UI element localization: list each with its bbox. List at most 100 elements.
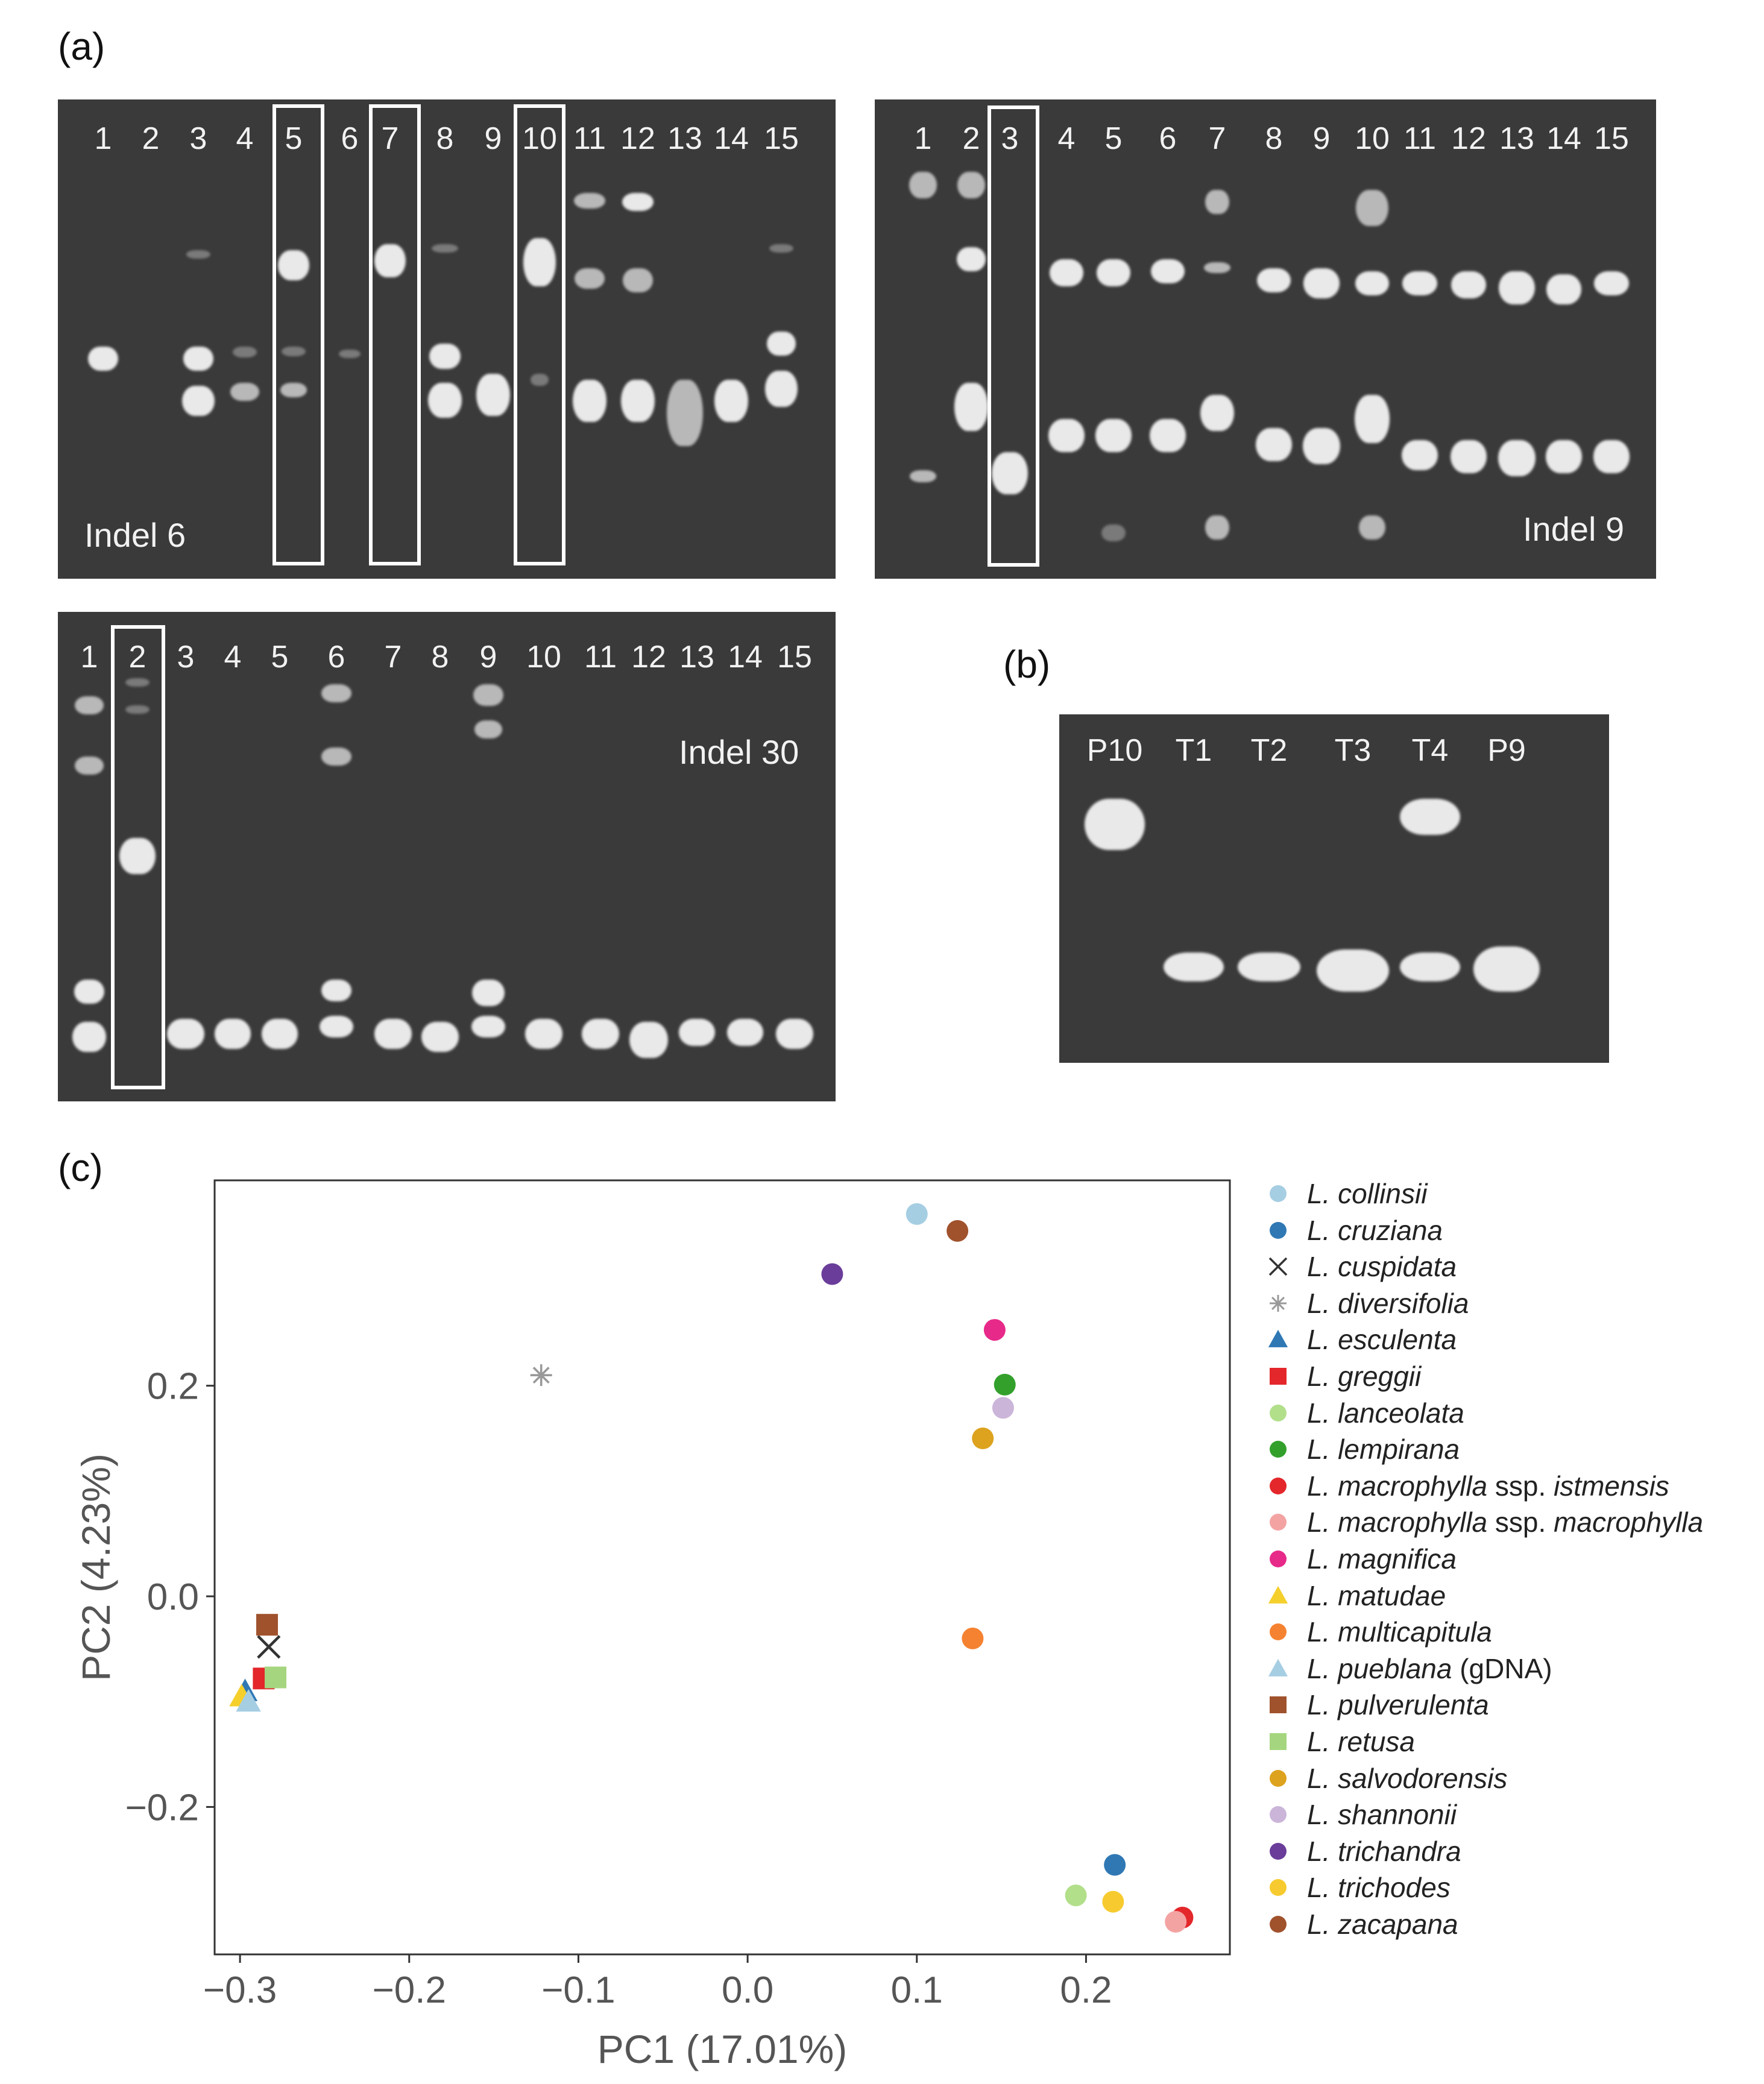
species-name: L. macrophylla: [1307, 1506, 1488, 1538]
x-tick-label: 0.1: [891, 1969, 943, 2011]
gel-band: [119, 838, 156, 874]
legend-item: L. lempirana: [1266, 1431, 1460, 1467]
gel-band: [573, 380, 606, 422]
gel-band: [1593, 440, 1630, 473]
gel-band: [429, 344, 461, 369]
legend-label: L. salvodorensis: [1307, 1762, 1507, 1795]
gel-band: [421, 1022, 459, 1052]
lane-label: 12: [1451, 121, 1486, 156]
lane-label: 12: [620, 121, 655, 156]
lane-label: 4: [224, 640, 242, 675]
legend-marker: [1266, 1730, 1290, 1754]
legend-marker: [1266, 1802, 1290, 1827]
legend-marker: [1266, 1437, 1290, 1461]
gel-band: [629, 1022, 668, 1058]
gel-band: [1359, 515, 1385, 540]
gel-band: [1205, 190, 1229, 214]
gel-band: [471, 1016, 505, 1037]
lane-label: 8: [1265, 121, 1283, 156]
gel-band: [575, 268, 605, 289]
lane-label: 12: [631, 640, 666, 675]
species-name: L. lanceolata: [1307, 1397, 1464, 1429]
gel-image-indel-30: Indel 30 1 2 3 4 5 6 7 8 9 10 11 12 13 14 15: [58, 612, 836, 1101]
gel-band: [321, 980, 351, 1001]
legend-label: L. greggii: [1307, 1360, 1421, 1393]
data-point: [256, 1614, 279, 1636]
gel-band: [230, 383, 259, 401]
lane-label: 15: [777, 640, 812, 675]
legend-marker-shape: [1270, 1916, 1287, 1933]
gel-band: [531, 374, 549, 386]
gel-band: [714, 380, 748, 422]
legend-marker-shape: [1270, 1185, 1287, 1202]
legend-marker: [1266, 1875, 1290, 1900]
gel-band: [1150, 419, 1186, 452]
lane-label: T1: [1175, 733, 1212, 768]
legend-label: L. pueblana (gDNA): [1307, 1652, 1552, 1685]
gel-band: [320, 1016, 353, 1037]
data-point: [265, 1666, 287, 1689]
gel-band: [1356, 190, 1388, 226]
legend-marker: [1266, 1766, 1290, 1790]
legend-label: L. shannonii: [1307, 1798, 1457, 1831]
gel-band: [75, 757, 104, 775]
legend-marker-shape: [1270, 1477, 1287, 1494]
lane-label: 7: [1208, 121, 1226, 156]
gel-band: [1451, 440, 1487, 473]
legend-item: L. greggii: [1266, 1358, 1421, 1394]
gel-band: [1303, 268, 1340, 298]
legend-item: L. macrophylla ssp. macrophylla: [1266, 1504, 1703, 1540]
gel-band: [765, 371, 798, 407]
legend-marker: [1266, 1401, 1290, 1425]
lane-label: 4: [236, 121, 254, 156]
lane-label: 2: [128, 640, 146, 675]
legend-marker-shape: [1270, 1623, 1287, 1641]
lane-label: 15: [1594, 121, 1629, 156]
lane-highlight-box: [514, 104, 565, 565]
legend-marker-shape: [1270, 1696, 1287, 1714]
legend-marker-shape: [1268, 1330, 1288, 1348]
legend-label: L. collinsii: [1307, 1177, 1427, 1210]
gel-band: [474, 720, 502, 738]
gel-band: [1095, 419, 1132, 452]
gel-band: [1400, 952, 1460, 981]
y-axis-label: PC2 (4.23%): [74, 1453, 118, 1681]
gel-band: [1498, 440, 1536, 476]
legend-marker: [1266, 1693, 1290, 1717]
x-tick-label: −0.1: [541, 1969, 615, 2011]
gel-band: [282, 347, 306, 356]
gel-band: [992, 452, 1028, 494]
legend-marker-shape: [1270, 1879, 1287, 1897]
lane-highlight-box: [369, 104, 421, 565]
gel-band: [321, 748, 351, 766]
lane-label: 6: [327, 640, 345, 675]
legend-marker: [1266, 1912, 1290, 1936]
legend-marker-shape: [1270, 1221, 1287, 1239]
data-point: [983, 1319, 1006, 1341]
lane-label: 1: [914, 121, 932, 156]
legend-item: L. multicapitula: [1266, 1614, 1492, 1650]
legend-marker-shape: [1270, 1769, 1287, 1787]
gel-band: [1402, 271, 1437, 295]
lane-label: 3: [1001, 121, 1019, 156]
gel-band: [910, 470, 936, 482]
species-name: L. greggii: [1307, 1361, 1422, 1392]
gel-band: [473, 684, 503, 706]
data-point: [906, 1203, 928, 1225]
legend-item: L. zacapana: [1266, 1906, 1458, 1942]
gel-band: [233, 347, 257, 357]
gel-band: [1499, 271, 1535, 304]
lane-label: 13: [667, 121, 702, 156]
lane-label: 15: [764, 121, 799, 156]
legend-item: L. pulverulenta: [1266, 1687, 1489, 1723]
data-point: [257, 1635, 281, 1659]
legend-marker: [1266, 1254, 1290, 1279]
species-name: L. pulverulenta: [1307, 1689, 1489, 1721]
species-name: L. trichodes: [1307, 1872, 1451, 1904]
legend-label: L. multicapitula: [1307, 1616, 1492, 1648]
species-name: L. lempirana: [1307, 1434, 1460, 1465]
gel-band: [215, 1019, 251, 1049]
lane-label: 13: [1499, 121, 1534, 156]
lane-label: 8: [436, 121, 454, 156]
legend-marker-shape: [1270, 1550, 1287, 1567]
